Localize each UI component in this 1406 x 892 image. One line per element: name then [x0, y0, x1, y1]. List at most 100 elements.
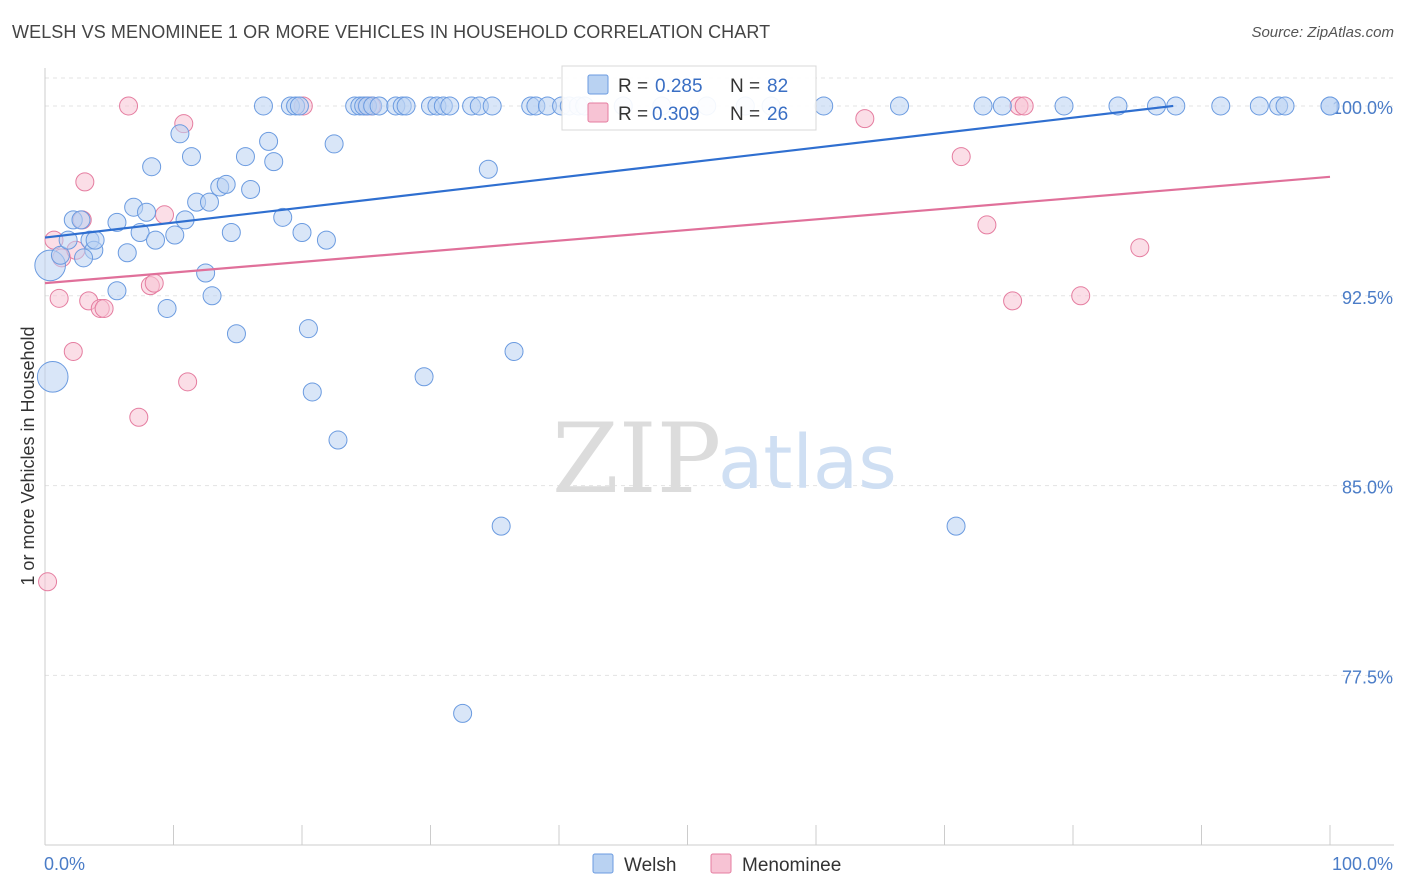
welsh-point [199, 192, 219, 212]
welsh-point [814, 96, 834, 116]
menominee-trend-line [44, 175, 1331, 285]
menominee-point [1130, 238, 1150, 258]
welsh-point [1147, 96, 1167, 116]
legend-welsh-label: Welsh [624, 855, 676, 876]
welsh-point [50, 245, 70, 265]
welsh-r-value: 0.285 [655, 76, 703, 97]
menominee-point [155, 205, 175, 225]
welsh-point [71, 210, 91, 230]
welsh-point [478, 159, 498, 179]
welsh-point [259, 131, 279, 151]
legend-welsh-swatch [592, 853, 614, 874]
welsh-r-label: R = [618, 76, 648, 97]
welsh-point [973, 96, 993, 116]
welsh-point [202, 286, 222, 306]
welsh-point [946, 516, 966, 536]
grid-lines [45, 77, 1394, 676]
welsh-point [1249, 96, 1269, 116]
menominee-point [38, 572, 58, 592]
y-tick-label: 77.5% [1342, 667, 1393, 687]
stats-legend: R = 0.285 N = 82 R = 0.309 N = 26 [561, 65, 817, 131]
welsh-point [235, 147, 255, 167]
legend-menominee-label: Menominee [742, 855, 841, 876]
welsh-point [324, 134, 344, 154]
legend-menominee-swatch [710, 853, 732, 874]
menominee-n-value: 26 [767, 104, 788, 125]
welsh-point [289, 96, 309, 116]
menominee-point [1003, 291, 1023, 311]
welsh-point [273, 207, 293, 227]
welsh-point [226, 324, 246, 344]
welsh-point [241, 179, 261, 199]
menominee-point [951, 147, 971, 167]
welsh-point [302, 382, 322, 402]
watermark-zip: ZIP [552, 403, 721, 515]
welsh-point [36, 360, 69, 393]
menominee-point [144, 273, 164, 293]
welsh-point [165, 225, 185, 245]
welsh-point [107, 212, 127, 232]
y-tick-labels: 77.5% 85.0% 92.5% 100.0% [1332, 98, 1393, 687]
menominee-points [38, 96, 1150, 592]
x-tick-label-min: 0.0% [44, 854, 85, 874]
welsh-point [414, 367, 434, 387]
menominee-r-value: 0.309 [652, 104, 700, 125]
welsh-point [890, 96, 910, 116]
welsh-point [298, 319, 318, 339]
welsh-point [491, 516, 511, 536]
welsh-point [181, 147, 201, 167]
welsh-point [482, 96, 502, 116]
welsh-point [316, 230, 336, 250]
welsh-trend-line [44, 104, 1174, 239]
welsh-point [157, 298, 177, 318]
menominee-point [63, 341, 83, 361]
trend-lines [44, 104, 1331, 285]
welsh-point [328, 430, 348, 450]
welsh-point [253, 96, 273, 116]
welsh-point [504, 341, 524, 361]
welsh-point [74, 248, 94, 268]
menominee-point [119, 96, 139, 116]
source-label: Source: ZipAtlas.com [1251, 24, 1394, 41]
menominee-point [1014, 96, 1034, 116]
y-axis-label: 1 or more Vehicles in Household [18, 326, 38, 585]
welsh-point [196, 263, 216, 283]
menominee-r-label: R = [618, 104, 648, 125]
welsh-point [440, 96, 460, 116]
menominee-point [94, 298, 114, 318]
menominee-point [977, 215, 997, 235]
x-tick-labels: 0.0% 100.0% [44, 854, 1393, 874]
menominee-point [129, 407, 149, 427]
welsh-point [1275, 96, 1295, 116]
menominee-point [75, 172, 95, 192]
welsh-point [221, 223, 241, 243]
y-tick-label: 85.0% [1342, 478, 1393, 498]
welsh-point [146, 230, 166, 250]
y-tick-label: 100.0% [1332, 98, 1393, 118]
welsh-point [216, 174, 236, 194]
welsh-point [1108, 96, 1128, 116]
menominee-point [178, 372, 198, 392]
welsh-point [107, 281, 127, 301]
x-tick-label-max: 100.0% [1332, 854, 1393, 874]
menominee-point [49, 288, 69, 308]
menominee-point [1071, 286, 1091, 306]
welsh-point [1320, 96, 1340, 116]
welsh-point [992, 96, 1012, 116]
menominee-point [855, 109, 875, 129]
welsh-point [396, 96, 416, 116]
y-tick-label: 92.5% [1342, 288, 1393, 308]
welsh-point [1211, 96, 1231, 116]
welsh-point [369, 96, 389, 116]
welsh-legend-swatch [587, 74, 609, 95]
welsh-point [292, 223, 312, 243]
welsh-point [1054, 96, 1074, 116]
welsh-point [170, 124, 190, 144]
welsh-point [142, 157, 162, 177]
welsh-point [117, 243, 137, 263]
welsh-point [264, 152, 284, 172]
menominee-n-label: N = [730, 104, 760, 125]
welsh-point [85, 230, 105, 250]
chart-title: WELSH VS MENOMINEE 1 OR MORE VEHICLES IN… [12, 22, 771, 42]
